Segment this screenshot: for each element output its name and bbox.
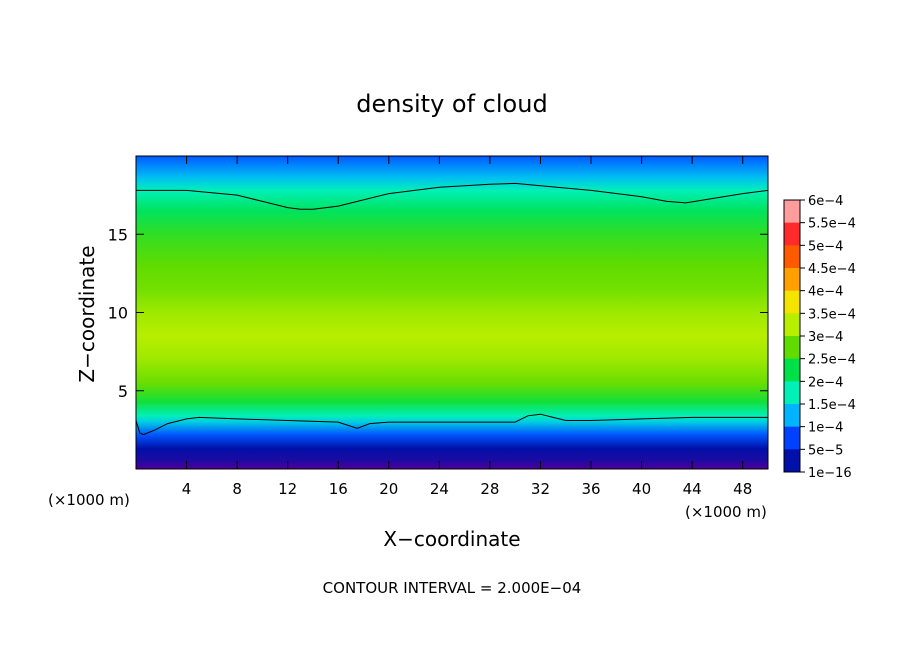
- x-axis-ticks: 4 8 12 16 20 24 28 32 36 40 44 48: [182, 156, 752, 498]
- colorbar-label: 1e−4: [808, 421, 843, 436]
- chart-title: density of cloud: [356, 90, 547, 118]
- x-tick-label: 16: [329, 480, 348, 498]
- x-axis-label: X−coordinate: [383, 527, 520, 551]
- colorbar-label: 6e−4: [808, 194, 843, 209]
- x-tick-label: 20: [379, 480, 398, 498]
- colorbar-label: 5e−4: [808, 239, 843, 254]
- x-tick-label: 4: [182, 480, 192, 498]
- colorbar-label: 1e−16: [808, 466, 852, 481]
- colorbar-label: 5e−5: [808, 443, 843, 458]
- x-tick-label: 12: [278, 480, 297, 498]
- plot-area: [136, 156, 768, 469]
- density-field: [136, 156, 768, 469]
- colorbar-swatch: [784, 313, 800, 337]
- y-tick-label: 15: [108, 225, 128, 244]
- y-tick-label: 5: [118, 382, 128, 401]
- colorbar-label: 4.5e−4: [808, 262, 856, 277]
- x-tick-label: 40: [632, 480, 651, 498]
- colorbar-swatch: [784, 200, 800, 224]
- x-tick-label: 28: [480, 480, 499, 498]
- x-tick-label: 36: [581, 480, 600, 498]
- contour-interval-note: CONTOUR INTERVAL = 2.000E−04: [323, 579, 582, 597]
- colorbar-swatch: [784, 426, 800, 450]
- y-axis-ticks: 5 10 15: [108, 225, 768, 401]
- x-tick-label: 24: [430, 480, 449, 498]
- colorbar-label: 3e−4: [808, 330, 843, 345]
- y-tick-label: 10: [108, 304, 128, 323]
- colorbar: 6e−4 5.5e−4 5e−4 4.5e−4 4e−4 3.5e−4 3e−4 2.5e−4…: [783, 194, 856, 481]
- colorbar-label: 4e−4: [808, 285, 843, 300]
- x-unit-label-right: (×1000 m): [685, 503, 767, 521]
- x-tick-label: 8: [232, 480, 242, 498]
- colorbar-label: 1.5e−4: [808, 398, 856, 413]
- colorbar-label: 5.5e−4: [808, 217, 856, 232]
- colorbar-swatch: [784, 245, 800, 269]
- x-unit-label-left: (×1000 m): [48, 491, 130, 509]
- colorbar-swatch: [784, 381, 800, 405]
- colorbar-label: 3.5e−4: [808, 307, 856, 322]
- colorbar-swatch: [784, 290, 800, 314]
- x-tick-label: 44: [683, 480, 702, 498]
- x-tick-label: 48: [733, 480, 752, 498]
- y-axis-label: Z−coordinate: [75, 245, 99, 382]
- colorbar-swatch: [784, 268, 800, 292]
- contour-line-upper: [136, 182, 768, 210]
- colorbar-swatch: [784, 358, 800, 382]
- colorbar-swatch: [784, 336, 800, 360]
- colorbar-swatch: [784, 222, 800, 246]
- colorbar-swatch: [784, 404, 800, 428]
- x-tick-label: 32: [531, 480, 550, 498]
- colorbar-label: 2e−4: [808, 375, 843, 390]
- colorbar-label: 2.5e−4: [808, 353, 856, 368]
- contour-line-lower: [136, 413, 768, 436]
- colorbar-swatch: [784, 449, 800, 473]
